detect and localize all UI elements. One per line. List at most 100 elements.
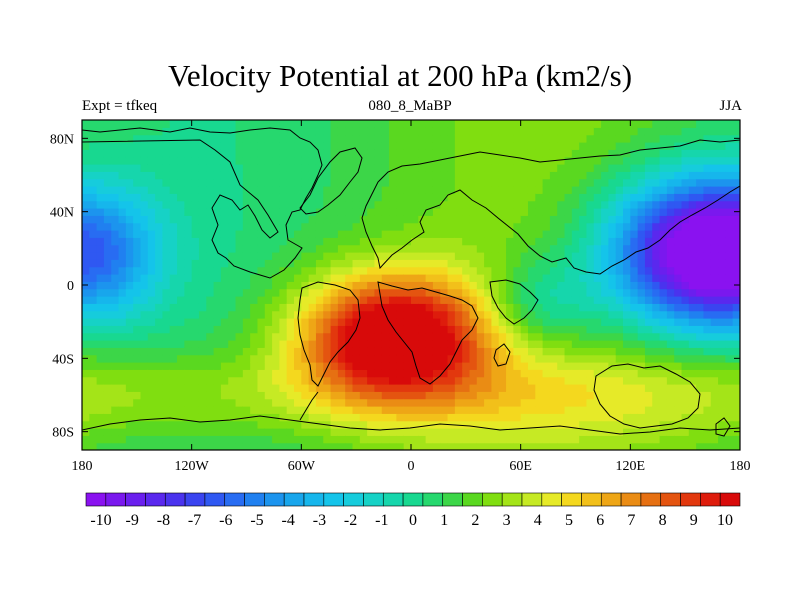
field-cell xyxy=(586,127,595,136)
field-cell xyxy=(659,435,668,444)
field-cell xyxy=(403,252,412,260)
field-cell xyxy=(630,340,639,348)
field-cell xyxy=(177,384,185,392)
field-cell xyxy=(652,391,661,400)
field-cell xyxy=(542,442,551,450)
field-cell xyxy=(703,149,712,158)
field-cell xyxy=(118,332,127,341)
field-cell xyxy=(542,288,551,297)
field-cell xyxy=(549,149,558,158)
field-cell xyxy=(125,296,134,304)
field-cell xyxy=(337,193,346,202)
field-cell xyxy=(527,310,536,319)
field-cell xyxy=(535,391,544,400)
field-cell xyxy=(337,208,346,216)
field-cell xyxy=(527,274,536,282)
field-cell xyxy=(147,406,156,414)
field-cell xyxy=(688,318,697,326)
field-cell xyxy=(403,362,412,370)
field-cell xyxy=(659,208,668,216)
field-cell xyxy=(630,281,639,290)
field-cell xyxy=(133,164,142,172)
field-cell xyxy=(623,281,631,290)
field-cell xyxy=(703,244,712,253)
field-cell xyxy=(666,156,675,165)
field-cell xyxy=(125,420,134,429)
field-cell xyxy=(345,171,354,180)
field-cell xyxy=(155,406,164,414)
field-cell xyxy=(681,156,690,165)
field-cell xyxy=(125,193,134,202)
field-cell xyxy=(294,391,302,400)
field-cell xyxy=(337,127,346,136)
field-cell xyxy=(703,230,712,238)
field-cell xyxy=(630,347,639,356)
field-cell xyxy=(608,215,617,224)
field-cell xyxy=(367,318,376,326)
colorbar: -10 -9 -8 -7 -6 -5 -4 -3 -2 -1 0 1 2 3 4 5 6 7 8 9 10 xyxy=(85,492,741,529)
field-cell xyxy=(389,142,397,150)
field-cell xyxy=(228,215,237,224)
field-cell xyxy=(242,127,251,136)
field-cell xyxy=(418,266,427,275)
field-cell xyxy=(440,259,449,268)
field-cell xyxy=(147,340,156,348)
field-cell xyxy=(652,186,661,194)
field-cell xyxy=(732,186,740,194)
field-cell xyxy=(535,156,544,165)
field-cell xyxy=(432,215,441,224)
field-cell xyxy=(118,376,127,385)
field-cell xyxy=(294,266,302,275)
field-cell xyxy=(315,222,324,231)
field-cell xyxy=(396,288,405,297)
field-cell xyxy=(206,435,215,444)
field-cell xyxy=(637,318,646,326)
field-cell xyxy=(454,200,463,209)
field-cell xyxy=(644,215,653,224)
field-cell xyxy=(89,354,98,363)
field-cell xyxy=(272,340,280,348)
field-cell xyxy=(323,318,332,326)
field-cell xyxy=(133,208,142,216)
field-cell xyxy=(484,420,493,429)
field-cell xyxy=(337,230,346,238)
field-cell xyxy=(718,303,726,312)
field-cell xyxy=(345,303,354,312)
field-cell xyxy=(367,310,376,319)
field-cell xyxy=(491,391,500,400)
field-cell xyxy=(323,215,332,224)
field-cell xyxy=(250,413,259,422)
field-cell xyxy=(177,149,185,158)
field-cell xyxy=(367,149,376,158)
field-cell xyxy=(462,171,471,180)
field-cell xyxy=(520,208,529,216)
field-cell xyxy=(411,252,419,260)
field-cell xyxy=(469,142,478,150)
field-cell xyxy=(601,252,609,260)
field-cell xyxy=(579,178,588,187)
field-cell xyxy=(527,171,536,180)
field-cell xyxy=(564,193,573,202)
field-cell xyxy=(549,230,558,238)
field-cell xyxy=(630,266,639,275)
field-cell xyxy=(381,354,390,363)
field-cell xyxy=(133,442,142,450)
field-cell xyxy=(710,237,719,246)
field-cell xyxy=(301,354,310,363)
field-cell xyxy=(549,310,558,319)
field-cell xyxy=(542,222,551,231)
field-cell xyxy=(549,325,558,334)
field-cell xyxy=(250,259,259,268)
field-cell xyxy=(147,178,156,187)
field-cell xyxy=(615,398,624,407)
field-cell xyxy=(710,281,719,290)
field-cell xyxy=(557,193,566,202)
field-cell xyxy=(125,230,134,238)
field-cell xyxy=(345,274,354,282)
field-cell xyxy=(96,259,105,268)
field-cell xyxy=(718,281,726,290)
field-cell xyxy=(89,222,98,231)
field-cell xyxy=(674,237,683,246)
field-cell xyxy=(286,325,295,334)
field-cell xyxy=(250,171,259,180)
